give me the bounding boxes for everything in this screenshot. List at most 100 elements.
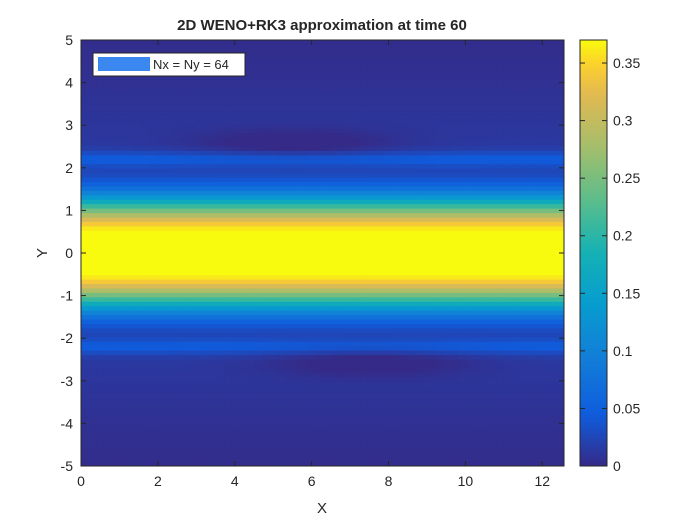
heatmap-cell — [556, 350, 564, 356]
heatmap-cell — [503, 377, 512, 383]
heatmap-cell — [405, 292, 414, 298]
heatmap-cell — [533, 261, 542, 267]
heatmap-cell — [284, 93, 293, 99]
heatmap-cell — [413, 359, 422, 365]
heatmap-cell — [164, 230, 173, 236]
heatmap-cell — [443, 217, 452, 223]
heatmap-cell — [269, 124, 278, 130]
heatmap-cell — [397, 248, 407, 254]
heatmap-cell — [171, 150, 180, 156]
heatmap-cell — [186, 93, 195, 99]
heatmap-cell — [209, 381, 218, 387]
heatmap-cell — [239, 142, 248, 148]
heatmap-cell — [133, 377, 142, 383]
heatmap-cell — [330, 226, 339, 232]
heatmap-cell — [224, 79, 233, 85]
heatmap-cell — [186, 204, 195, 210]
heatmap-cell — [397, 368, 407, 374]
heatmap-cell — [541, 62, 550, 68]
heatmap-cell — [299, 372, 309, 378]
heatmap-cell — [126, 97, 135, 103]
heatmap-cell — [480, 102, 490, 108]
heatmap-cell — [548, 297, 558, 303]
heatmap-cell — [345, 244, 354, 250]
heatmap-cell — [496, 111, 505, 117]
heatmap-cell — [518, 115, 527, 121]
heatmap-cell — [443, 332, 452, 338]
heatmap-cell — [345, 328, 354, 334]
heatmap-cell — [360, 363, 369, 369]
heatmap-cell — [413, 150, 422, 156]
heatmap-cell — [209, 270, 218, 276]
heatmap-cell — [307, 221, 316, 227]
heatmap-cell — [284, 204, 293, 210]
heatmap-cell — [247, 173, 256, 179]
heatmap-cell — [511, 306, 520, 312]
heatmap-cell — [254, 368, 263, 374]
heatmap-cell — [541, 155, 550, 161]
heatmap-cell — [533, 337, 542, 343]
heatmap-cell — [352, 381, 361, 387]
heatmap-cell — [420, 155, 429, 161]
heatmap-cell — [488, 226, 497, 232]
heatmap-cell — [345, 137, 354, 143]
heatmap-cell — [314, 261, 324, 267]
heatmap-cell — [133, 279, 142, 285]
heatmap-cell — [360, 261, 369, 267]
heatmap-cell — [88, 106, 97, 112]
heatmap-cell — [511, 195, 520, 201]
heatmap-cell — [473, 208, 482, 214]
heatmap-cell — [428, 88, 437, 94]
heatmap-cell — [518, 150, 527, 156]
heatmap-cell — [148, 128, 158, 134]
heatmap-cell — [148, 319, 158, 325]
heatmap-cell — [488, 257, 497, 263]
heatmap-cell — [171, 106, 180, 112]
heatmap-cell — [413, 381, 422, 387]
heatmap-cell — [435, 217, 444, 223]
heatmap-cell — [556, 133, 564, 139]
heatmap-cell — [533, 137, 542, 143]
heatmap-cell — [382, 306, 392, 312]
heatmap-cell — [480, 368, 490, 374]
heatmap-cell — [397, 173, 407, 179]
heatmap-cell — [96, 128, 105, 134]
heatmap-cell — [277, 190, 286, 196]
heatmap-cell — [254, 40, 263, 46]
heatmap-cell — [269, 381, 278, 387]
heatmap-cell — [299, 102, 309, 108]
heatmap-cell — [511, 350, 520, 356]
heatmap-cell — [186, 306, 195, 312]
heatmap-cell — [81, 248, 90, 254]
heatmap-cell — [322, 257, 331, 263]
heatmap-cell — [239, 168, 248, 174]
heatmap-cell — [428, 221, 437, 227]
heatmap-cell — [518, 368, 527, 374]
heatmap-cell — [367, 319, 376, 325]
heatmap-cell — [247, 346, 256, 352]
heatmap-cell — [443, 248, 452, 254]
heatmap-cell — [533, 244, 542, 250]
heatmap-cell — [292, 288, 301, 294]
heatmap-cell — [443, 284, 452, 290]
heatmap-cell — [526, 48, 535, 54]
heatmap-cell — [247, 208, 256, 214]
heatmap-cell — [81, 235, 90, 241]
heatmap-cell — [186, 48, 195, 54]
heatmap-cell — [541, 75, 550, 81]
heatmap-cell — [239, 350, 248, 356]
heatmap-cell — [111, 244, 120, 250]
heatmap-cell — [473, 319, 482, 325]
heatmap-cell — [216, 97, 225, 103]
heatmap-cell — [148, 48, 158, 54]
heatmap-cell — [548, 279, 558, 285]
heatmap-cell — [420, 164, 429, 170]
heatmap-cell — [148, 363, 158, 369]
heatmap-cell — [186, 97, 195, 103]
heatmap-cell — [171, 186, 180, 192]
heatmap-cell — [518, 164, 527, 170]
heatmap-cell — [156, 279, 165, 285]
heatmap-cell — [435, 84, 444, 90]
heatmap-cell — [231, 337, 241, 343]
heatmap-cell — [450, 195, 459, 201]
